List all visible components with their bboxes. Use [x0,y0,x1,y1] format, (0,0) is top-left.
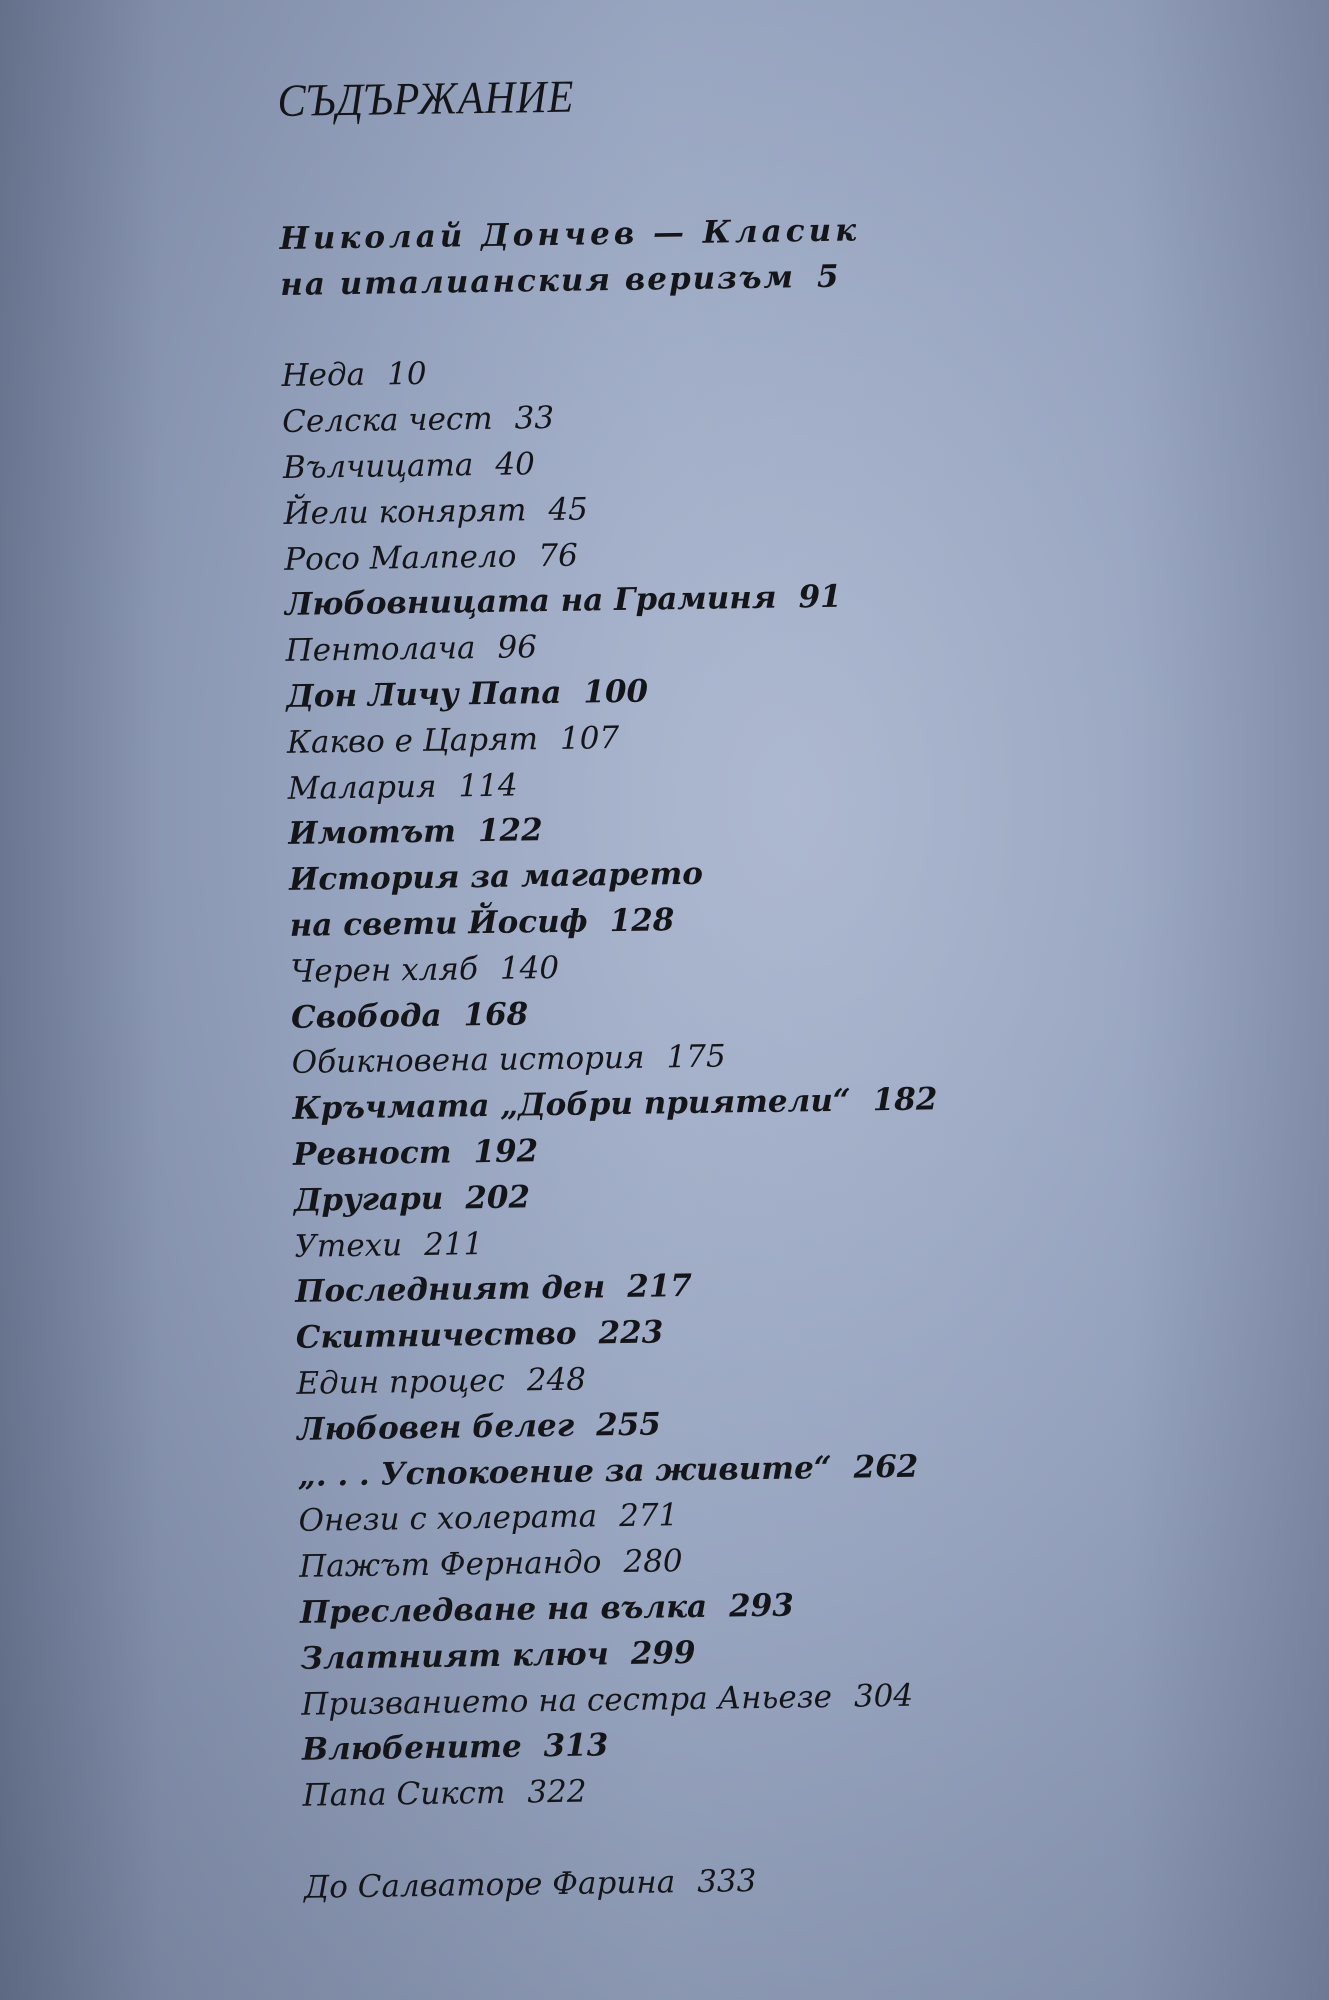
entry-title: Обикновена история [291,1039,645,1082]
entry-title: Призванието на сестра Аньезе [301,1678,833,1723]
entry-title: Утехи [294,1226,403,1265]
final-entry: До Салваторе Фарина 333 [304,1856,950,1911]
entry-title: Кръчмата „Добри приятели“ [292,1082,851,1128]
entry-page: 45 [548,491,589,528]
entry-title: Другари [293,1180,444,1219]
entry-page: 322 [527,1773,587,1811]
entry-title: До Салваторе Фарина [303,1863,676,1906]
entry-page: 175 [666,1038,726,1076]
entry-title: Росо Малпело [284,538,517,578]
entry-title: Онези с холерата [298,1498,598,1540]
entry-page: 217 [626,1268,693,1306]
entry-title: Йели конярят [283,492,527,532]
entry-title: Пентолача [285,630,476,670]
entry-page: 33 [514,400,555,437]
entry-page: 262 [853,1448,919,1486]
entry-title: Любовницата на Граминя [284,580,777,624]
table-of-contents: Николай Дончев — Класик на италианския в… [279,207,949,1911]
entry-page: 202 [465,1179,531,1217]
entry-title: Неда [281,357,366,395]
entry-page: 91 [798,579,842,616]
entry-title: Черен хляб [290,950,479,990]
entry-page: 96 [497,629,538,666]
entry-page: 107 [559,719,620,757]
entry-page: 313 [543,1727,609,1765]
entry-title: Папа Сикст [302,1774,506,1814]
entry-title: „. . . Успокоение за живите“ [297,1449,832,1494]
entry-title: Свобода [290,997,442,1036]
entry-page: 40 [495,446,536,483]
entry-title: Дон Личу Папа [286,674,562,715]
entry-page: 76 [538,537,579,574]
entry-title: Имотът [288,813,457,853]
entry-page: 114 [458,767,518,804]
entry-title-continued: на свети Йосиф [289,903,588,944]
entry-title: Преследване на вълка [299,1588,708,1631]
entry-title: Скитничество [295,1315,577,1356]
entry-page: 192 [473,1133,539,1171]
entry-page: 304 [853,1677,914,1715]
entry-title: Селска чест [281,401,493,441]
intro-entry-line-2: на италианския веризъм 5 [280,253,926,308]
entry-page: 248 [526,1361,587,1399]
entry-page: 100 [583,673,649,711]
entry-page: 128 [609,902,675,940]
entry-page: 10 [386,356,427,393]
entry-title: Николай Дончев — Класик [279,212,861,257]
entry-page: 333 [696,1862,757,1900]
entries-list: Неда 10 Селска чест 33 Вълчицата 40 Йели коняр… [281,345,948,1820]
entry-page: 168 [463,995,529,1033]
entry-page: 211 [423,1225,484,1263]
entry-title: Вълчицата [282,447,474,486]
page-title: СЪДЪРЖАНИЕ [277,70,575,126]
toc-entry: Любовницата на Граминя 91 [285,574,931,629]
entry-title: Любовен белег [296,1407,575,1448]
entry-title: Малария [287,768,437,807]
entry-title: Един процес [296,1362,506,1402]
toc-entry: Кръчмата „Добри приятели“ 182 [292,1077,938,1132]
entry-title: Пажът Фернандо [298,1544,602,1585]
entry-title: на италианския веризъм [279,259,796,303]
entry-page: 255 [595,1406,662,1444]
entry-page: 182 [872,1081,938,1119]
entry-page: 122 [477,812,543,850]
entry-page: 5 [816,258,841,295]
entry-page: 140 [499,949,560,987]
entry-title: Последният ден [294,1269,606,1311]
entry-page: 280 [623,1543,683,1581]
entry-title: Златният ключ [300,1635,610,1677]
entry-title: Влюбените [301,1728,522,1769]
entry-title: Ревност [292,1134,452,1173]
entry-page: 299 [630,1634,696,1672]
entry-page: 223 [598,1314,664,1352]
entry-title: Какво е Царят [286,720,539,761]
entry-title: История за магарето [288,855,704,899]
entry-page: 293 [728,1587,795,1625]
entry-page: 271 [618,1497,679,1535]
